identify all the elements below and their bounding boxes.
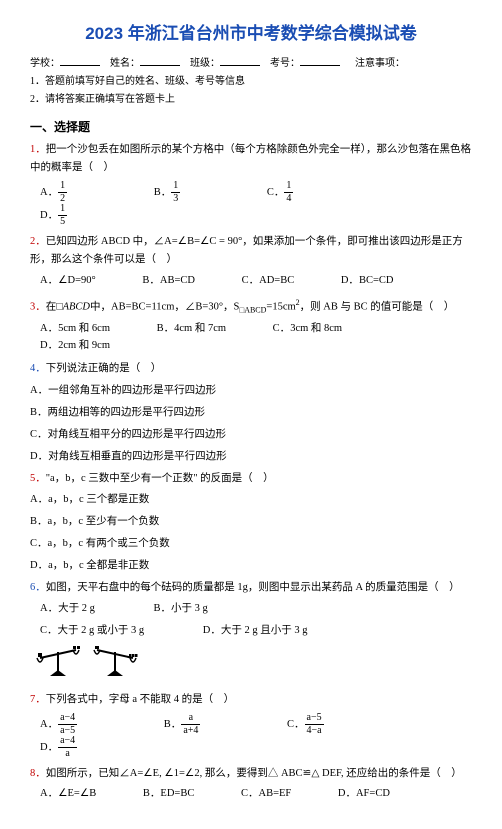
q7-num: 7． (30, 694, 46, 705)
q3-mid1: 中，AB=BC=11cm，∠B=30°，S (90, 301, 239, 312)
id-label: 考号： (270, 56, 300, 72)
q1-text: 把一个沙包丢在如图所示的某个方格中（每个方格除颜色外完全一样），那么沙包落在黑色… (30, 144, 471, 173)
q4-text: 下列说法正确的是（ ） (46, 363, 162, 374)
q6-opt-c: C．大于 2 g 或小于 3 g (40, 623, 172, 640)
question-1: 1．把一个沙包丢在如图所示的某个方格中（每个方格除颜色外完全一样），那么沙包落在… (30, 141, 472, 177)
q8-opt-a: A．∠E=∠B (40, 786, 118, 803)
q5-opt-d: D．a，b，c 全都是非正数 (30, 557, 472, 575)
school-label: 学校： (30, 56, 60, 72)
q5-opt-b: B．a，b，c 至少有一个负数 (30, 513, 472, 531)
name-blank (140, 55, 180, 66)
q7-options: A．a−4a−5 B．aa+4 C．a−54−a D．a−4a (40, 713, 472, 759)
q2-opt-b: B．AB=CD (142, 273, 217, 290)
question-2: 2．已知四边形 ABCD 中，∠A=∠B=∠C = 90°，如果添加一个条件，即… (30, 233, 472, 269)
q8-options: A．∠E=∠B B．ED=BC C．AB=EF D．AF=CD (40, 786, 472, 803)
class-blank (220, 55, 260, 66)
q2-opt-d: D．BC=CD (341, 273, 416, 290)
q3-opt-a: A．5cm 和 6cm (40, 321, 132, 338)
q4-opt-c: C．对角线互相平分的四边形是平行四边形 (30, 426, 472, 444)
q3-opt-d: D．2cm 和 9cm (40, 338, 132, 355)
q6-figure (34, 646, 472, 685)
q5-opt-a: A．a，b，c 三个都是正数 (30, 491, 472, 509)
note-2: 2．请将答案正确填写在答题卡上 (30, 92, 472, 108)
question-8: 8．如图所示，已知∠A=∠E, ∠1=∠2, 那么，要得到△ ABC≌△ DEF… (30, 765, 472, 783)
q2-text: 已知四边形 ABCD 中，∠A=∠B=∠C = 90°，如果添加一个条件，即可推… (30, 236, 463, 265)
question-3: 3．在□ABCD中，AB=BC=11cm，∠B=30°，S□ABCD=15cm2… (30, 296, 472, 317)
question-7: 7．下列各式中，字母 a 不能取 4 的是（ ） (30, 691, 472, 709)
q7-text: 下列各式中，字母 a 不能取 4 的是（ ） (46, 694, 234, 705)
q1-opt-b: B．13 (154, 181, 237, 204)
q6-num: 6． (30, 582, 46, 593)
name-label: 姓名： (110, 56, 140, 72)
q7-opt-b: B．aa+4 (164, 713, 257, 736)
q4-opt-b: B．两组边相等的四边形是平行四边形 (30, 404, 472, 422)
balance-scale-right-icon (91, 646, 139, 685)
q6-options-row2: C．大于 2 g 或小于 3 g D．大于 2 g 且小于 3 g (40, 623, 472, 640)
q5-text: "a，b，c 三数中至少有一个正数" 的反面是（ ） (46, 473, 274, 484)
meta-line-1: 学校： 姓名： 班级： 考号： 注意事项： (30, 55, 472, 72)
q3-mid2: =15cm (266, 301, 295, 312)
q8-opt-d: D．AF=CD (338, 786, 412, 803)
q4-num: 4． (30, 363, 46, 374)
q8-opt-c: C．AB=EF (241, 786, 313, 803)
q6-opt-a: A．大于 2 g (40, 601, 123, 618)
q6-opt-d: D．大于 2 g 且小于 3 g (203, 623, 336, 640)
q3-num: 3． (30, 301, 46, 312)
q7-opt-d: D．a−4a (40, 736, 133, 759)
q3-sub: □ABCD (239, 305, 266, 314)
q5-opt-c: C．a，b，c 有两个或三个负数 (30, 535, 472, 553)
q6-opt-b: B．小于 3 g (153, 601, 235, 618)
q3-opt-c: C．3cm 和 8cm (273, 321, 364, 338)
q4-opt-a: A．一组邻角互补的四边形是平行四边形 (30, 382, 472, 400)
q6-text: 如图，天平右盘中的每个砝码的质量都是 1g，则图中显示出某药品 A 的质量范围是… (46, 582, 460, 593)
class-label: 班级： (190, 56, 220, 72)
page-title: 2023 年浙江省台州市中考数学综合模拟试卷 (30, 20, 472, 47)
q1-num: 1． (30, 144, 46, 155)
q5-num: 5． (30, 473, 46, 484)
q1-options: A．12 B．13 C．14 D．15 (40, 181, 472, 227)
q1-opt-a: A．12 (40, 181, 123, 204)
question-4: 4．下列说法正确的是（ ） (30, 360, 472, 378)
notice-label: 注意事项： (355, 56, 405, 72)
q8-text: 如图所示，已知∠A=∠E, ∠1=∠2, 那么，要得到△ ABC≌△ DEF, … (46, 768, 462, 779)
note-1: 1．答题前填写好自己的姓名、班级、考号等信息 (30, 74, 472, 90)
q3-options: A．5cm 和 6cm B．4cm 和 7cm C．3cm 和 8cm D．2c… (40, 321, 472, 355)
q2-opt-a: A．∠D=90° (40, 273, 118, 290)
q7-opt-a: A．a−4a−5 (40, 713, 133, 736)
q1-opt-d: D．15 (40, 204, 123, 227)
id-blank (300, 55, 340, 66)
q6-options-row1: A．大于 2 g B．小于 3 g (40, 601, 472, 618)
school-blank (60, 55, 100, 66)
q3-tri: □ABCD (56, 301, 90, 312)
q1-opt-c: C．14 (267, 181, 350, 204)
q2-num: 2． (30, 236, 46, 247)
q8-opt-b: B．ED=BC (143, 786, 216, 803)
question-5: 5．"a，b，c 三数中至少有一个正数" 的反面是（ ） (30, 470, 472, 488)
q3-tail: ，则 AB 与 BC 的值可能是（ ） (300, 301, 455, 312)
q7-opt-c: C．a−54−a (287, 713, 380, 736)
q8-num: 8． (30, 768, 46, 779)
q2-opt-c: C．AD=BC (242, 273, 317, 290)
section-1-head: 一、选择题 (30, 118, 472, 137)
q4-opt-d: D．对角线互相垂直的四边形是平行四边形 (30, 448, 472, 466)
q3-opt-b: B．4cm 和 7cm (157, 321, 248, 338)
balance-scale-left-icon (34, 646, 82, 685)
q3-pre: 在 (46, 301, 57, 312)
question-6: 6．如图，天平右盘中的每个砝码的质量都是 1g，则图中显示出某药品 A 的质量范… (30, 579, 472, 597)
q2-options: A．∠D=90° B．AB=CD C．AD=BC D．BC=CD (40, 273, 472, 290)
